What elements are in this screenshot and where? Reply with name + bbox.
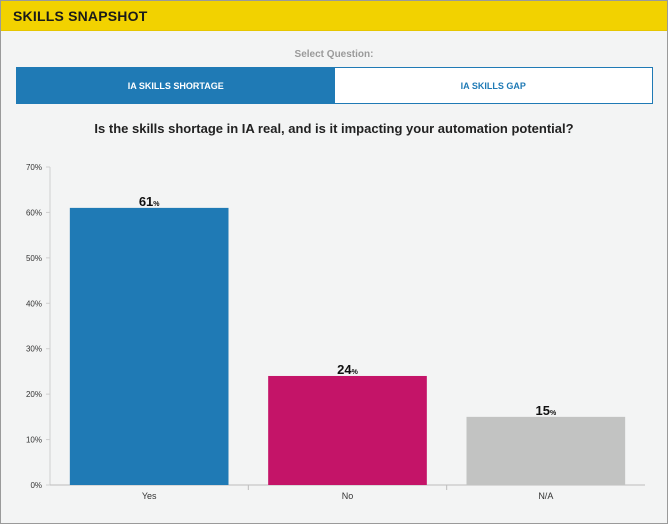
y-tick-label: 60% [26, 208, 42, 217]
bar-yes [69, 207, 229, 485]
y-tick-label: 70% [26, 163, 42, 172]
data-label: 61% [139, 194, 160, 209]
y-tick-label: 20% [26, 390, 42, 399]
tab-ia-skills-shortage[interactable]: IA SKILLS SHORTAGE [17, 68, 335, 103]
x-tick-label: Yes [142, 491, 157, 501]
y-tick-label: 10% [26, 436, 42, 445]
tab-ia-skills-gap[interactable]: IA SKILLS GAP [334, 68, 652, 103]
bar-n-a [466, 416, 626, 485]
y-tick-label: 30% [26, 345, 42, 354]
bar-chart: 0% 10% 20% 30% 40% 50% 60% 70% 61% Yes 24% No 15% N/A [26, 163, 645, 501]
x-tick-label: N/A [538, 491, 553, 501]
select-question-label: Select Question: [294, 49, 374, 60]
question-title: Is the skills shortage in IA real, and i… [94, 121, 574, 136]
y-tick-label: 40% [26, 299, 42, 308]
bar-no [268, 375, 427, 485]
data-label: 24% [337, 362, 358, 377]
data-label: 15% [535, 403, 556, 418]
y-tick-label: 0% [30, 481, 42, 490]
x-tick-label: No [342, 491, 354, 501]
panel-title: SKILLS SNAPSHOT [13, 8, 148, 24]
y-tick-label: 50% [26, 254, 42, 263]
title-bar: SKILLS SNAPSHOT [1, 1, 667, 31]
question-tabs: IA SKILLS SHORTAGE IA SKILLS GAP [16, 67, 653, 104]
